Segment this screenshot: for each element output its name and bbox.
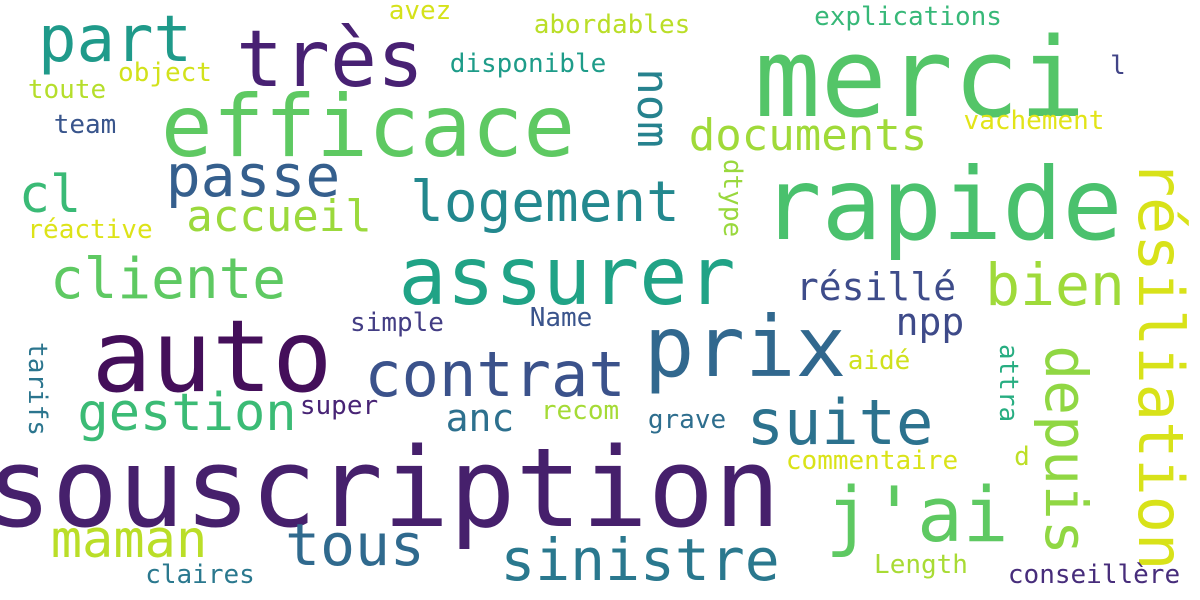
word: part	[37, 3, 193, 77]
word: npp	[895, 300, 965, 344]
word: super	[299, 391, 379, 421]
word: souscription	[0, 424, 781, 552]
word: auto	[91, 298, 333, 415]
word: recom	[540, 396, 620, 426]
word: aidé	[847, 346, 911, 376]
word: merci	[754, 14, 1086, 142]
word: toute	[27, 75, 107, 105]
word: assurer	[398, 230, 736, 323]
word: abordables	[533, 10, 691, 40]
word: Name	[529, 303, 593, 333]
word: suite	[746, 386, 934, 459]
word: logement	[410, 170, 680, 235]
word: l	[1110, 51, 1126, 81]
word: commentaire	[785, 446, 959, 476]
word: nom	[627, 68, 678, 148]
word: réactive	[27, 215, 153, 245]
word: passe	[165, 142, 341, 210]
word: maman	[50, 510, 208, 570]
word: cliente	[49, 247, 287, 312]
word: prix	[643, 298, 847, 396]
word: sinistre	[500, 526, 780, 594]
word: efficace	[160, 77, 576, 177]
word: tarifs	[22, 342, 52, 436]
word: object	[118, 58, 212, 88]
word: rapide	[761, 146, 1123, 263]
word: avez	[388, 0, 452, 26]
word: d	[1014, 442, 1030, 472]
word: team	[53, 110, 117, 140]
word: dtype	[717, 158, 747, 238]
word: tous	[285, 511, 425, 579]
word: depuis	[1032, 345, 1100, 555]
word: accueil	[186, 191, 372, 242]
word: claires	[145, 560, 255, 590]
word: disponible	[449, 49, 607, 79]
word: résillé	[795, 265, 957, 309]
word: très	[236, 15, 424, 105]
word: résiliation	[1124, 159, 1197, 571]
word: conseillère	[1007, 560, 1181, 590]
word: simple	[350, 308, 444, 338]
word: bien	[985, 251, 1125, 319]
word: vachement	[963, 106, 1105, 136]
word: explications	[814, 2, 1002, 32]
word: anc	[445, 396, 515, 440]
word: grave	[647, 405, 727, 435]
word: cl	[18, 165, 82, 225]
word: j'ai	[825, 470, 1009, 559]
word: documents	[688, 110, 928, 161]
word: attra	[993, 343, 1023, 423]
word: gestion	[77, 383, 297, 443]
word: contrat	[364, 338, 626, 411]
word: Length	[874, 550, 968, 580]
